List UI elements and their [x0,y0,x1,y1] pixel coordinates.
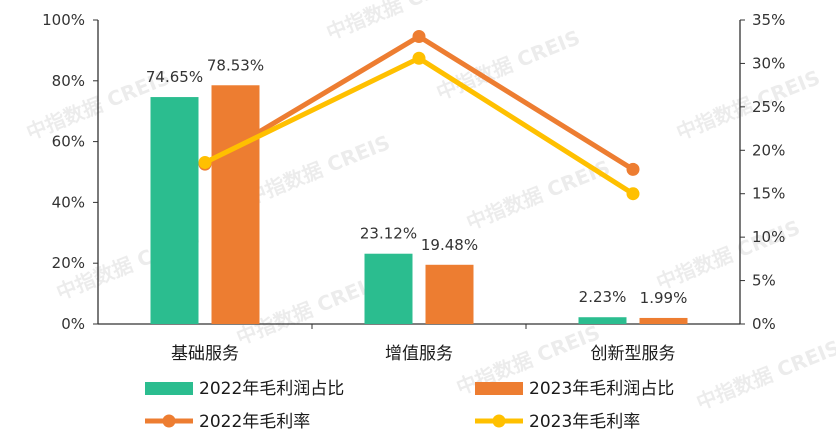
bar-value-label: 74.65% [146,68,203,86]
bar-value-label: 2.23% [579,288,627,306]
legend-label: 2022年毛利率 [199,412,310,432]
line-point [412,51,426,65]
category-label: 增值服务 [385,344,453,364]
left-tick-label: 40% [52,193,85,211]
category-label: 基础服务 [171,344,239,364]
right-tick-label: 15% [752,185,785,203]
bar-value-label: 19.48% [421,236,478,254]
data-labels: 74.65% 23.12% 2.23% 78.53% 19.48% 1.99% [146,56,687,307]
legend-swatch-marker [492,414,506,428]
left-tick-label: 80% [52,72,85,90]
category-label: 创新型服务 [591,344,676,364]
bar [211,85,260,324]
watermark-text: 中指数据 CREIS [323,0,473,45]
left-tick-label: 100% [42,11,85,29]
right-tick-label: 25% [752,98,785,116]
line-series [198,30,640,201]
legend-label: 2023年毛利润占比 [529,379,674,399]
left-tick-label: 20% [52,254,85,272]
right-tick-label: 5% [752,272,776,290]
legend-swatch [475,382,523,395]
left-tick-label: 60% [52,133,85,151]
line-point [626,187,640,201]
legend-swatch-marker [162,414,176,428]
axes: 0% 20% 40% 60% 80% 100% 0% 5% 10% 15% 20% 25% 30% 35%… [42,11,785,364]
legend-swatch [145,382,193,395]
right-tick-label: 30% [752,54,785,72]
line-point [198,155,212,169]
watermark-text: 中指数据 CREIS [693,335,836,414]
bar-value-label: 1.99% [640,289,688,307]
right-tick-label: 20% [752,141,785,159]
bar [425,264,474,324]
bar-value-label: 23.12% [360,225,417,243]
bar [639,317,688,324]
bar [578,317,627,324]
right-tick-label: 35% [752,11,785,29]
bar-value-label: 78.53% [207,56,264,74]
watermark-text: 中指数据 CREIS [243,130,393,209]
bar [150,97,199,325]
watermark-text: 中指数据 CREIS [673,65,823,144]
legend-label: 2023年毛利率 [529,412,640,432]
legend: 2022年毛利润占比 2023年毛利润占比 2022年毛利率 2023年毛利率 [145,379,674,432]
watermark-text: 中指数据 CREIS [653,215,803,294]
bar-series [150,85,688,325]
bar [364,253,413,324]
left-tick-label: 0% [61,315,85,333]
line-point [626,162,640,176]
right-tick-label: 0% [752,315,776,333]
line-point [412,30,426,44]
legend-label: 2022年毛利润占比 [199,379,344,399]
right-tick-label: 10% [752,228,785,246]
